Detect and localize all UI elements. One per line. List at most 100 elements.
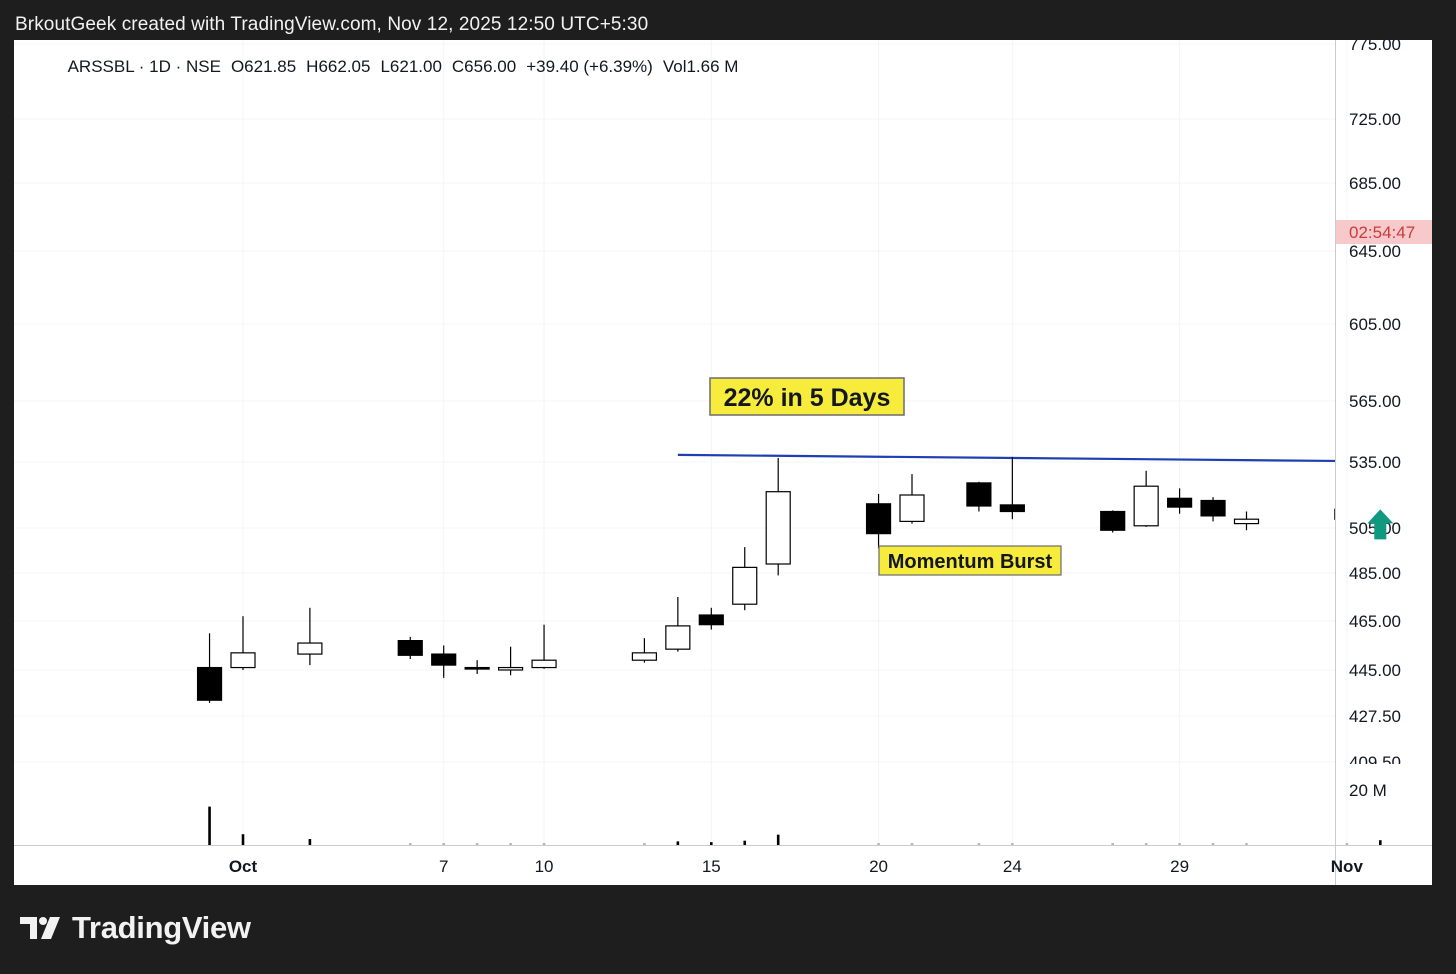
candle-16	[999, 456, 1025, 520]
legend-volume: Vol1.66 M	[663, 57, 739, 76]
price-tick-label: 535.00	[1349, 453, 1401, 472]
volume-bar-14	[910, 843, 914, 845]
candle-4	[431, 645, 457, 678]
volume-bar-5	[475, 843, 479, 845]
candle-1	[230, 616, 256, 670]
price-tick-label: 565.00	[1349, 392, 1401, 411]
volume-bar-8	[643, 843, 646, 845]
candle-body	[1233, 518, 1260, 525]
candle-body	[531, 659, 557, 669]
candle-10	[698, 607, 724, 630]
volume-bar-9	[676, 841, 680, 845]
callout-box	[878, 545, 1062, 576]
price-tick-label: 445.00	[1349, 661, 1401, 680]
price-tick-label: 465.00	[1349, 612, 1401, 631]
time-tick-label: 20	[869, 857, 888, 876]
candle-18	[1133, 470, 1159, 527]
candle-15	[966, 481, 992, 512]
candle-body	[999, 504, 1025, 513]
volume-bar-17	[1111, 843, 1114, 845]
volume-bar-21	[1245, 843, 1248, 845]
candle-6	[498, 646, 524, 676]
candle-body	[397, 639, 423, 656]
volume-bar-1	[241, 834, 245, 845]
candle-body	[1200, 499, 1226, 517]
time-axis[interactable]: Oct71015202429Nov71217	[229, 857, 1432, 876]
legend-symbol: ARSSBL · 1D · NSE	[68, 57, 221, 76]
time-tick-label: Nov	[1331, 857, 1364, 876]
chart-panel[interactable]: 775.00 725.00 685.00 645.00 605.00 565.00 535.…	[14, 40, 1432, 885]
volume-bars	[208, 806, 1382, 845]
ohlc-legend: ARSSBL · 1D · NSE O621.85 H662.05 L621.00 C6…	[26, 57, 772, 76]
candle-body	[1133, 485, 1159, 527]
volume-bar-3	[408, 843, 412, 845]
grid-lines	[14, 40, 1348, 845]
candle-body	[698, 614, 724, 626]
candle-body	[631, 652, 658, 661]
candle-body	[966, 482, 992, 507]
volume-bar-12	[776, 834, 780, 845]
volume-axis: 20 M	[1349, 781, 1387, 800]
volume-bar-4	[442, 843, 445, 845]
volume-bar-11	[743, 840, 747, 845]
candle-0	[196, 633, 223, 703]
volume-bar-2	[308, 839, 312, 845]
candle-7	[531, 624, 557, 669]
legend-low: L621.00	[380, 57, 441, 76]
candle-11	[732, 547, 758, 611]
countdown-bg	[1336, 220, 1432, 244]
candle-body	[196, 666, 223, 701]
candle-2	[297, 607, 323, 666]
price-tick-label: 427.50	[1349, 707, 1401, 726]
volume-tick-label: 20 M	[1349, 781, 1387, 800]
legend-open: O621.85	[231, 57, 296, 76]
volume-bar-23	[1379, 840, 1382, 845]
time-tick-label: 15	[702, 857, 721, 876]
candle-body	[1166, 497, 1193, 508]
candle-14	[899, 474, 925, 524]
volume-bar-10	[710, 842, 713, 845]
chart-caption: BrkoutGeek created with TradingView.com,…	[15, 14, 649, 35]
candle-body	[1100, 510, 1126, 531]
time-tick-label: Oct	[229, 857, 258, 876]
volume-bar-16	[1011, 843, 1014, 845]
volume-bar-22	[1345, 843, 1349, 845]
countdown-badge: 02:54:47	[1336, 220, 1432, 244]
volume-bar-7	[542, 843, 546, 845]
candle-body	[230, 652, 256, 669]
candle-body	[665, 625, 691, 650]
candle-21	[1233, 511, 1260, 531]
tradingview-brand[interactable]: TradingView	[18, 910, 251, 946]
legend-high: H662.05	[306, 57, 370, 76]
trendline-segment	[677, 453, 1335, 463]
price-tick-label: 645.00	[1349, 242, 1401, 261]
price-tick-label: 685.00	[1349, 174, 1401, 193]
countdown-text: 02:54:47	[1349, 223, 1415, 242]
candlestick-chart[interactable]: 775.00 725.00 685.00 645.00 605.00 565.00 535.…	[14, 40, 1432, 885]
candle-3	[397, 636, 423, 659]
candle-body	[899, 494, 925, 522]
volume-bar-19	[1178, 843, 1181, 845]
time-tick-label: 7	[439, 857, 448, 876]
chart-annotations: 22% in 5 Days Momentum Burst	[709, 377, 1394, 576]
candle-9	[665, 597, 691, 652]
price-tick-label: 775.00	[1349, 40, 1401, 54]
price-tick-label: 409.50	[1349, 753, 1401, 772]
headline-text: 22% in 5 Days	[724, 384, 891, 412]
candle-22	[1334, 508, 1335, 520]
up-arrow-icon	[1367, 509, 1394, 540]
candle-body	[865, 503, 892, 535]
resistance-trendline	[677, 453, 1335, 463]
volume-bar-18	[1144, 843, 1148, 845]
volume-bar-0	[208, 806, 211, 845]
candle-5	[464, 660, 490, 674]
candle-13	[865, 493, 892, 549]
volume-bar-20	[1211, 843, 1215, 845]
candle-body	[765, 491, 791, 565]
price-tick-label: 485.00	[1349, 564, 1401, 583]
candle-12	[765, 457, 791, 576]
volume-bar-15	[977, 843, 981, 845]
candle-19	[1166, 488, 1193, 514]
price-axis[interactable]: 775.00 725.00 685.00 645.00 605.00 565.00 535.…	[1349, 40, 1401, 772]
